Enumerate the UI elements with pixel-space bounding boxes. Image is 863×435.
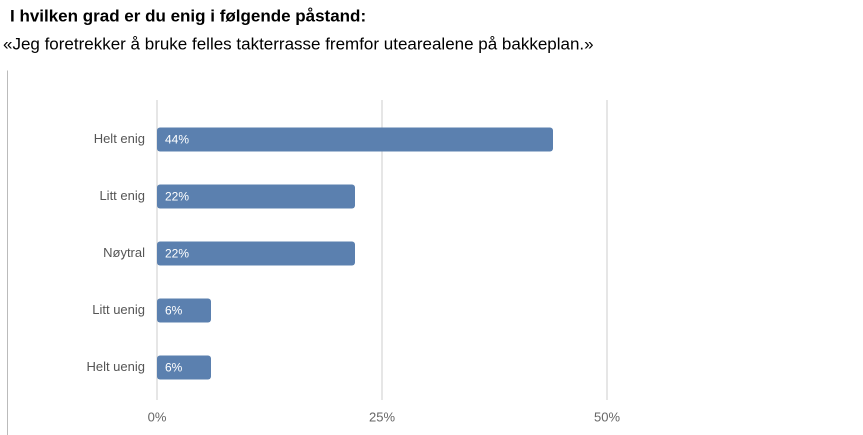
- chart-title: I hvilken grad er du enig i følgende pås…: [10, 6, 366, 25]
- value-label: 6%: [165, 304, 183, 318]
- bar: [157, 355, 211, 380]
- chart-subtitle: «Jeg foretrekker å bruke felles takterra…: [3, 34, 594, 53]
- x-tick-label: 50%: [594, 409, 620, 424]
- value-label: 6%: [165, 361, 183, 375]
- bar: [157, 184, 355, 209]
- bar: [157, 127, 553, 152]
- bar: [157, 241, 355, 266]
- y-tick-label: Nøytral: [103, 245, 145, 260]
- y-tick-label: Litt uenig: [92, 302, 145, 317]
- bar: [157, 298, 211, 323]
- value-label: 22%: [165, 190, 189, 204]
- value-label: 44%: [165, 133, 189, 147]
- x-tick-label: 25%: [369, 409, 395, 424]
- y-tick-label: Helt uenig: [86, 359, 145, 374]
- x-tick-label: 0%: [148, 409, 167, 424]
- y-tick-label: Helt enig: [94, 131, 145, 146]
- y-tick-label: Litt enig: [99, 188, 145, 203]
- value-label: 22%: [165, 247, 189, 261]
